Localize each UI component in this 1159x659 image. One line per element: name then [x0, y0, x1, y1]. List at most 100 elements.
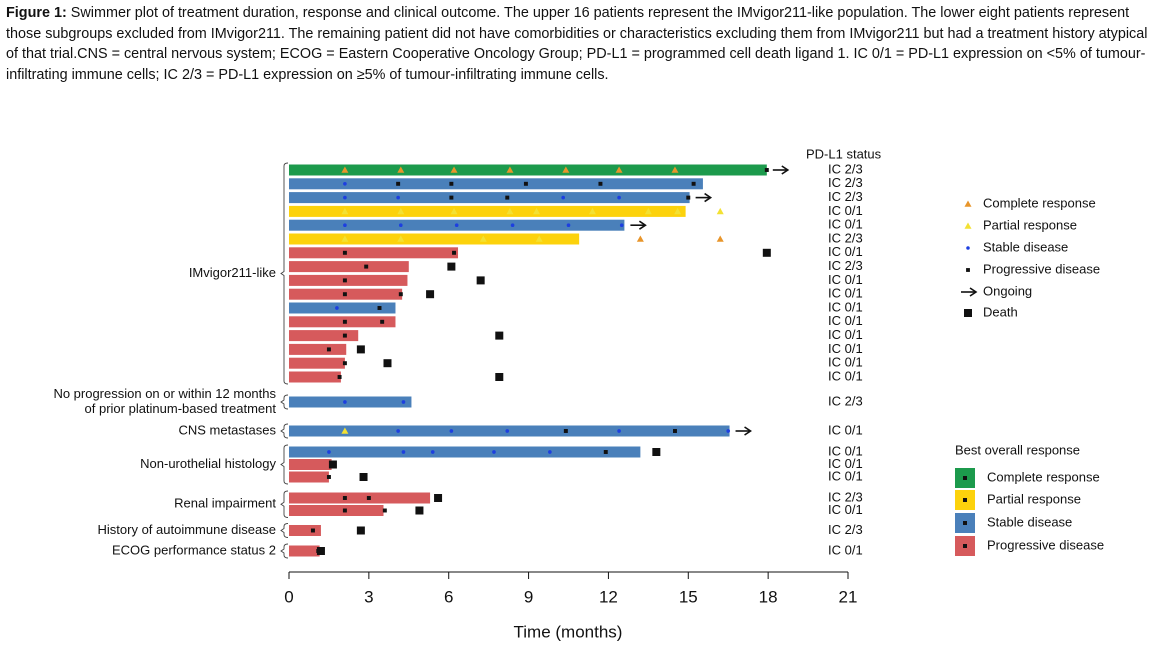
event-marker [617, 195, 621, 200]
x-tick-label: 21 [839, 587, 858, 606]
event-marker [380, 319, 385, 324]
event-marker [686, 195, 691, 200]
event-marker [341, 235, 349, 242]
event-marker [398, 292, 403, 297]
bar [289, 357, 345, 369]
pdl1-label: IC 2/3 [828, 258, 863, 273]
legend-swatch-dot [963, 521, 967, 525]
pdl1-label: IC 0/1 [828, 327, 863, 342]
event-marker [617, 429, 621, 433]
death-marker [316, 547, 325, 555]
bar [289, 261, 409, 273]
death-marker [426, 290, 435, 299]
group-brace [280, 423, 289, 439]
event-marker [505, 429, 510, 433]
legend-swatch-dot [963, 476, 967, 480]
pdl1-label: IC 0/1 [828, 422, 863, 437]
event-marker [449, 429, 454, 433]
bar [289, 274, 408, 286]
group-label: IMvigor211-like [189, 265, 276, 280]
event-marker [726, 429, 731, 433]
ongoing-arrow [638, 220, 647, 230]
pdl1-label: IC 0/1 [828, 272, 863, 287]
bar [289, 525, 321, 536]
legend-label: Partial response [987, 491, 1081, 506]
event-marker [342, 496, 347, 500]
death-marker [495, 373, 504, 381]
event-marker [326, 347, 331, 352]
event-marker [396, 181, 401, 186]
event-marker [310, 528, 315, 533]
event-marker [449, 181, 454, 186]
death-marker [434, 494, 443, 502]
legend-title: Best overall response [955, 442, 1080, 457]
legend-swatch-dot [963, 498, 967, 502]
bar [289, 545, 320, 557]
bar [289, 302, 396, 314]
x-tick-label: 3 [364, 587, 373, 606]
death-marker [447, 262, 456, 271]
pdl1-label: IC 2/3 [828, 393, 863, 408]
group-label: Renal impairment [174, 496, 276, 511]
event-marker [343, 400, 347, 404]
bar [289, 425, 730, 437]
event-marker [377, 306, 382, 310]
bar [289, 396, 412, 408]
event-marker [588, 207, 596, 215]
event-marker [341, 427, 349, 434]
legend-label: Complete response [987, 469, 1100, 484]
bar [289, 178, 703, 190]
legend-label: Stable disease [983, 239, 1068, 254]
x-tick-label: 6 [444, 587, 453, 606]
bar [289, 471, 329, 483]
death-marker [652, 448, 661, 456]
event-marker [397, 235, 405, 242]
pdl1-label: IC 2/3 [828, 175, 863, 190]
death-marker [476, 276, 485, 285]
pdl1-label: IC 0/1 [828, 341, 863, 356]
bar [289, 164, 767, 176]
bar [289, 446, 641, 458]
death-marker [328, 460, 337, 469]
event-marker [401, 400, 406, 404]
x-tick-label: 9 [524, 587, 533, 606]
death-marker [415, 506, 424, 515]
bar [289, 205, 686, 217]
event-marker [506, 207, 514, 215]
caption: Figure 1: Swimmer plot of treatment dura… [6, 3, 1148, 85]
event-marker [342, 319, 347, 324]
ongoing-arrow [704, 192, 713, 203]
group-label: ECOG performance status 2 [112, 542, 276, 557]
legend-arrow [969, 287, 978, 297]
pdl1-label: IC 2/3 [828, 489, 863, 504]
pdl1-label: IC 0/1 [828, 299, 863, 314]
bar [289, 330, 359, 342]
death-marker [383, 359, 392, 368]
legend-label: Progressive disease [987, 537, 1104, 552]
pdl1-label: IC 0/1 [828, 244, 863, 259]
pdl1-label: IC 0/1 [828, 456, 863, 471]
event-marker [337, 375, 342, 379]
event-marker [342, 292, 347, 297]
ongoing-arrow [744, 426, 752, 436]
x-tick-label: 0 [284, 587, 293, 606]
event-marker [615, 166, 623, 173]
x-tick-label: 12 [599, 587, 618, 606]
event-marker [450, 207, 458, 215]
legend-label: Progressive disease [983, 261, 1100, 276]
event-marker [398, 223, 403, 228]
event-marker [510, 223, 515, 228]
event-marker [563, 429, 568, 433]
caption-text: Swimmer plot of treatment duration, resp… [6, 5, 1148, 83]
death-marker [359, 473, 368, 481]
event-marker [566, 223, 571, 228]
group-brace [280, 523, 289, 538]
pdl1-label: IC 0/1 [828, 313, 863, 328]
event-marker [672, 429, 677, 433]
caption-label: Figure 1: [6, 5, 67, 21]
death-marker [356, 345, 365, 354]
event-marker [452, 250, 457, 255]
event-marker [691, 181, 696, 186]
pdl1-label: IC 0/1 [828, 468, 863, 483]
